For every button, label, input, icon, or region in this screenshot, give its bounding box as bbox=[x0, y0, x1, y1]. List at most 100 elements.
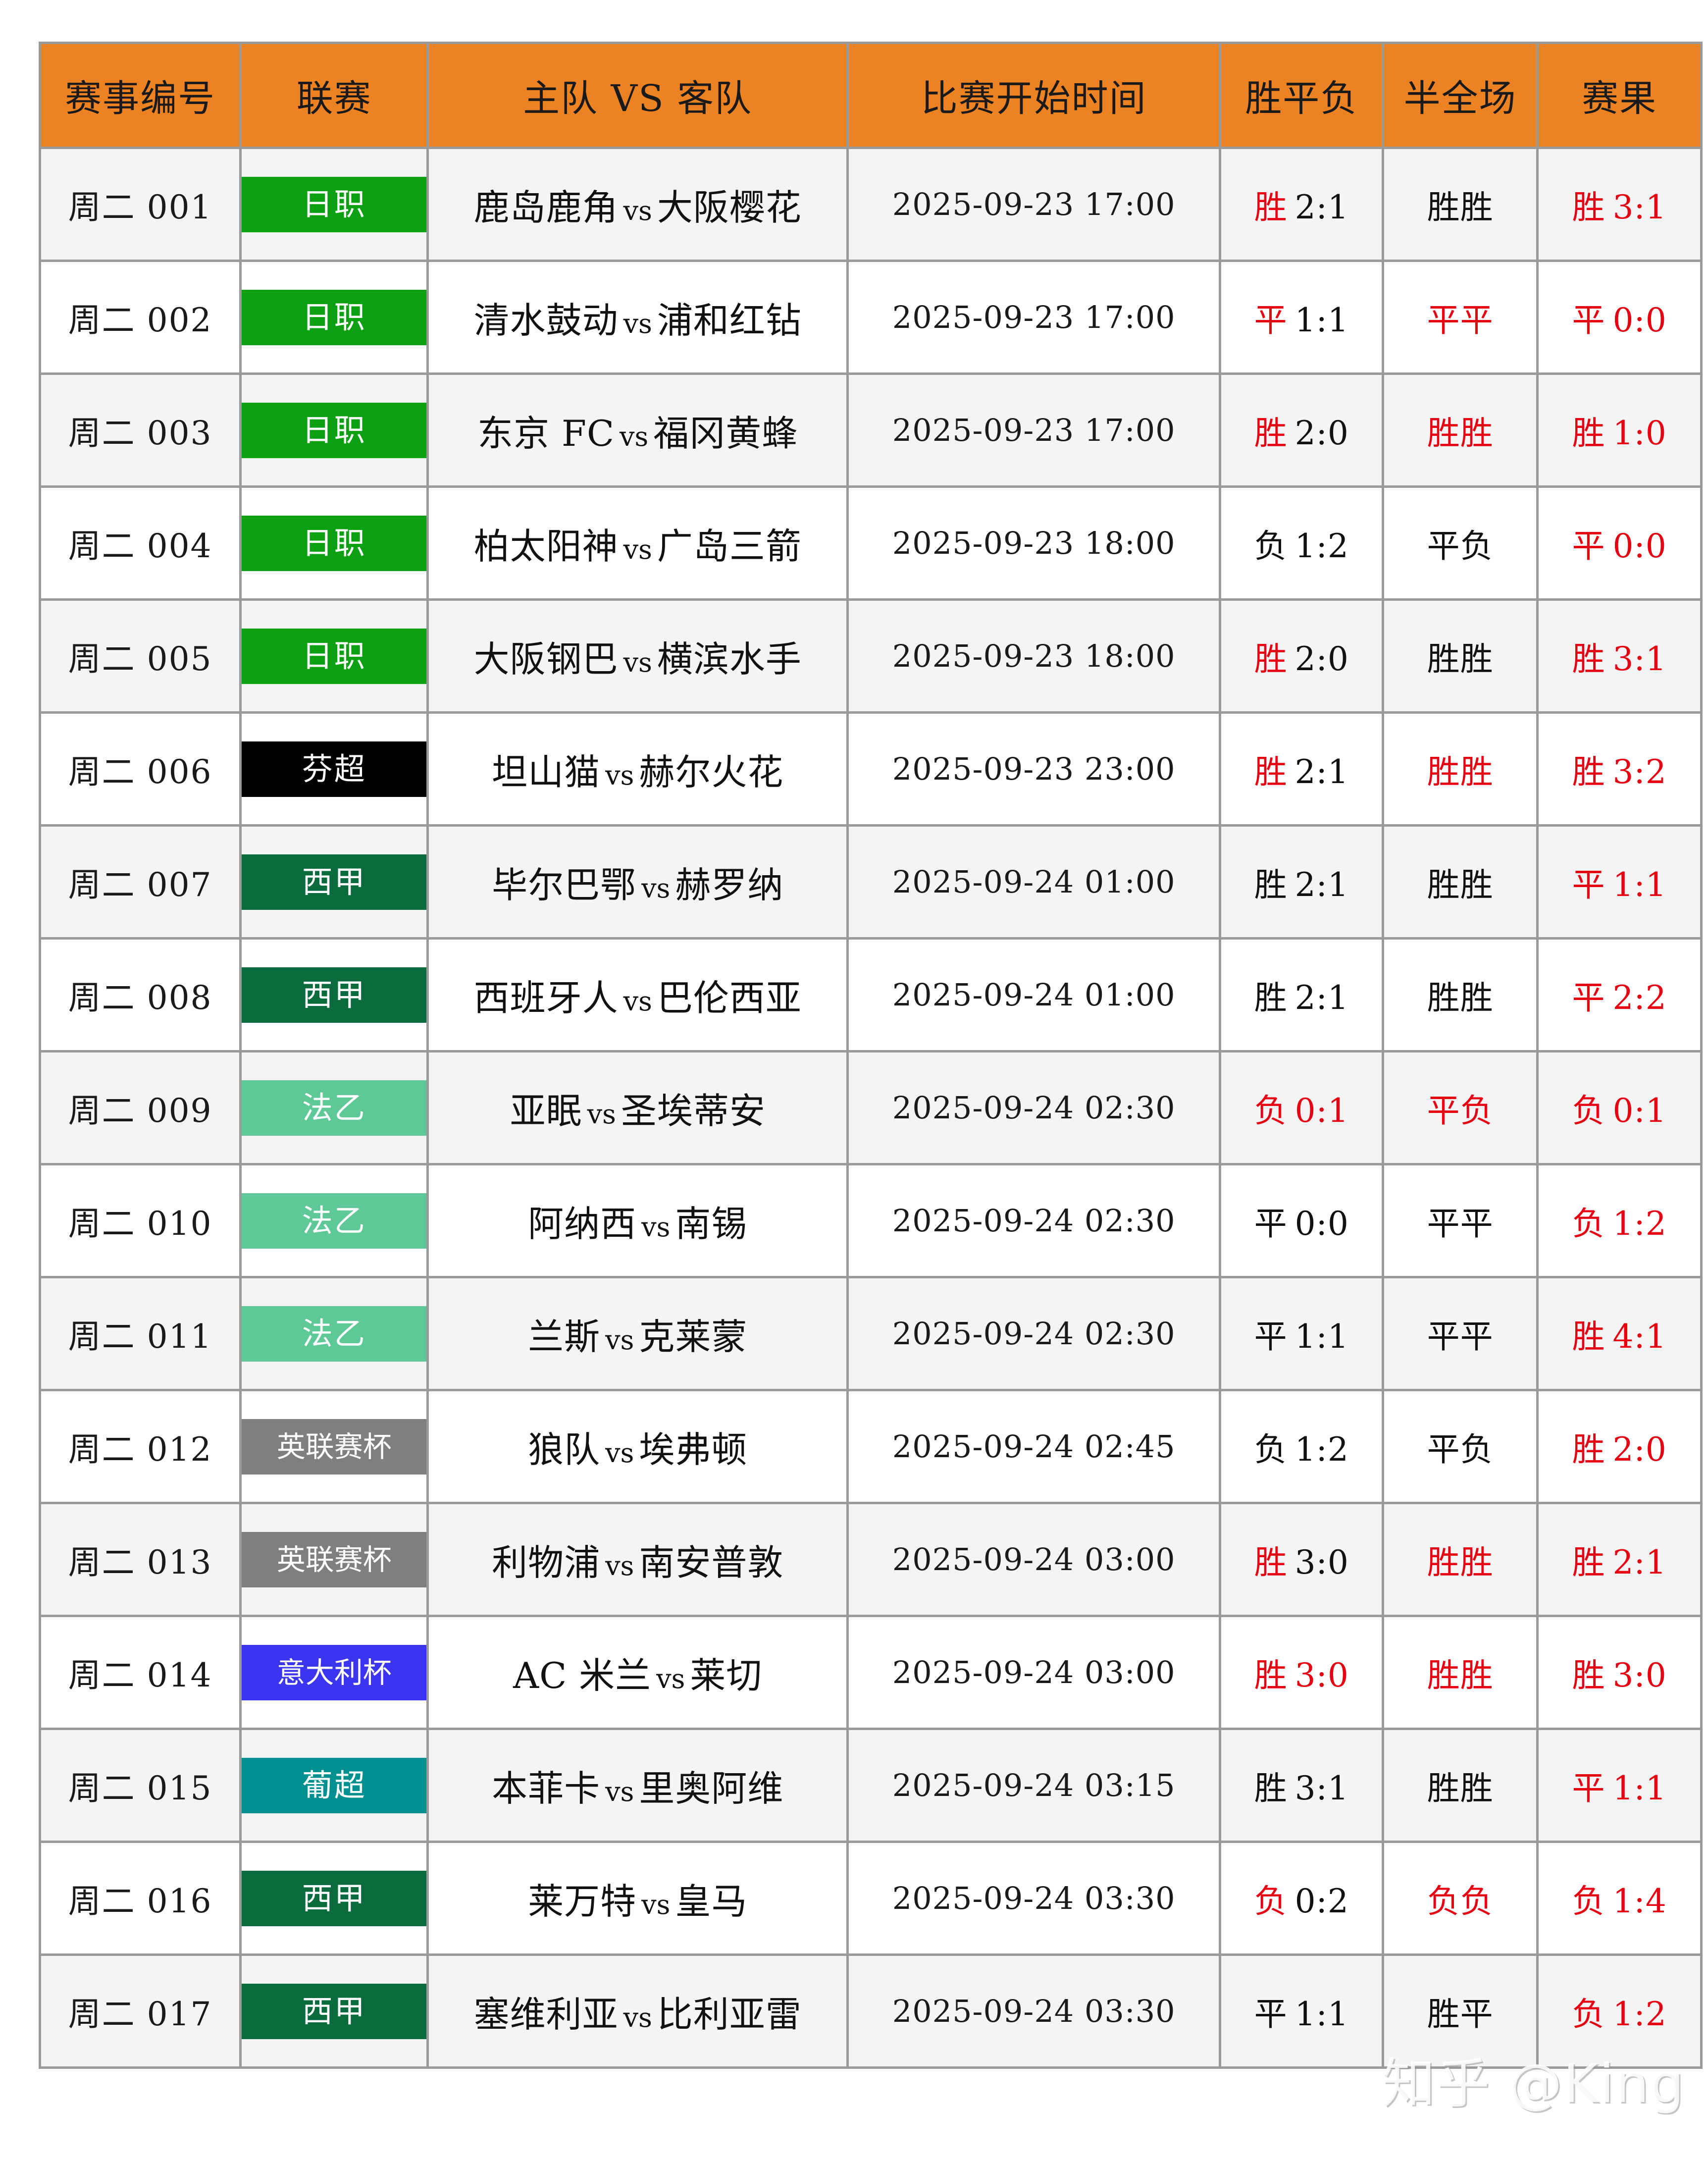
result-cell: 胜 1:0 bbox=[1536, 372, 1703, 488]
teams-cell: 坦山猫 vs 赫尔火花 bbox=[426, 711, 849, 827]
table-row: 周二 007 西甲 毕尔巴鄂 vs 赫罗纳 2025-09-24 01:00 胜 2:1 胜胜平… bbox=[38, 824, 1703, 940]
spf-mark: 负 bbox=[1254, 1091, 1289, 1130]
result-cell: 平 1:1 bbox=[1536, 824, 1703, 940]
result-mark: 胜 bbox=[1572, 414, 1607, 452]
teams-cell: 塞维利亚 vs 比利亚雷 bbox=[426, 1953, 849, 2069]
match-number-cell: 周二 013 bbox=[38, 1502, 242, 1617]
match-number-cell: 周二 004 bbox=[38, 485, 242, 601]
table-row: 周二 017 西甲 塞维利亚 vs 比利亚雷 2025-09-24 03:30 平 1:1 胜平… bbox=[38, 1953, 1703, 2069]
league-cell: 日职 bbox=[239, 598, 429, 714]
spf-mark: 胜 bbox=[1254, 188, 1289, 226]
home-team: 大阪钢巴 bbox=[473, 638, 619, 680]
home-team: 柏太阳神 bbox=[473, 526, 619, 567]
start-time-cell: 2025-09-23 18:00 bbox=[846, 598, 1222, 714]
table-row: 周二 010 法乙 阿纳西 vs 南锡 2025-09-24 02:30 平 0:0 平平负 1:… bbox=[38, 1163, 1703, 1278]
spf-score: 3:0 bbox=[1294, 1656, 1349, 1694]
start-time-cell: 2025-09-23 17:00 bbox=[846, 260, 1222, 375]
league-cell: 西甲 bbox=[239, 937, 429, 1053]
spf-cell: 负 1:2 bbox=[1219, 1389, 1385, 1504]
teams-cell: 阿纳西 vs 南锡 bbox=[426, 1163, 849, 1278]
result-mark: 胜 bbox=[1572, 639, 1607, 678]
vs-label: vs bbox=[605, 1324, 634, 1356]
home-team: 鹿岛鹿角 bbox=[473, 187, 619, 228]
result-score: 4:1 bbox=[1612, 1317, 1667, 1356]
away-team: 赫罗纳 bbox=[675, 864, 784, 906]
vs-label: vs bbox=[623, 2002, 652, 2033]
match-number-cell: 周二 001 bbox=[38, 147, 242, 262]
vs-label: vs bbox=[641, 1889, 671, 1920]
league-badge: 葡超 bbox=[242, 1757, 427, 1813]
spf-cell: 胜 2:1 bbox=[1219, 147, 1385, 262]
table-body: 周二 001 日职 鹿岛鹿角 vs 大阪樱花 2025-09-23 17:00 胜 2:1 胜胜… bbox=[38, 147, 1703, 2069]
result-cell: 胜 3:1 bbox=[1536, 598, 1703, 714]
away-team: 福冈黄蜂 bbox=[653, 413, 798, 454]
result-mark: 胜 bbox=[1572, 188, 1607, 226]
result-score: 0:1 bbox=[1612, 1091, 1667, 1130]
spf-mark: 平 bbox=[1254, 1995, 1289, 2033]
spf-score: 2:1 bbox=[1294, 752, 1349, 791]
league-badge: 芬超 bbox=[242, 741, 427, 797]
spf-mark: 平 bbox=[1254, 1317, 1289, 1356]
column-header-league: 联赛 bbox=[239, 42, 429, 149]
vs-label: vs bbox=[623, 986, 652, 1017]
vs-label: vs bbox=[623, 534, 652, 565]
match-number-cell: 周二 005 bbox=[38, 598, 242, 714]
result-mark: 负 bbox=[1572, 1204, 1607, 1243]
result-score: 2:1 bbox=[1612, 1543, 1667, 1581]
home-team: 亚眠 bbox=[510, 1090, 582, 1132]
table-row: 周二 002 日职 清水鼓动 vs 浦和红钻 2025-09-23 17:00 平 1:1 平平… bbox=[38, 260, 1703, 375]
half-full-cell: 胜胜 bbox=[1382, 147, 1539, 262]
half-full-cell: 平平 bbox=[1382, 260, 1539, 375]
spf-cell: 平 1:1 bbox=[1219, 1276, 1385, 1391]
match-number-cell: 周二 006 bbox=[38, 711, 242, 827]
start-time-cell: 2025-09-24 02:30 bbox=[846, 1163, 1222, 1278]
half-full-cell: 平负 bbox=[1382, 1050, 1539, 1165]
table-row: 周二 012 英联赛杯 狼队 vs 埃弗顿 2025-09-24 02:45 负 1:2 平负胜… bbox=[38, 1389, 1703, 1504]
match-number-cell: 周二 002 bbox=[38, 260, 242, 375]
result-mark: 负 bbox=[1572, 1091, 1607, 1130]
home-team: AC 米兰 bbox=[513, 1655, 652, 1696]
half-full-cell: 平平 bbox=[1382, 1163, 1539, 1278]
spf-cell: 胜 3:0 bbox=[1219, 1502, 1385, 1617]
spf-score: 3:1 bbox=[1294, 1769, 1349, 1807]
away-team: 巴伦西亚 bbox=[657, 977, 802, 1019]
table-header-row: 赛事编号 联赛 主队 VS 客队 比赛开始时间 胜平负 半全场 赛果 bbox=[38, 42, 1703, 149]
match-number-cell: 周二 011 bbox=[38, 1276, 242, 1391]
spf-mark: 胜 bbox=[1254, 639, 1289, 678]
away-team: 赫尔火花 bbox=[639, 751, 784, 793]
result-score: 1:4 bbox=[1612, 1882, 1667, 1920]
result-cell: 胜 3:2 bbox=[1536, 711, 1703, 827]
table-row: 周二 008 西甲 西班牙人 vs 巴伦西亚 2025-09-24 01:00 胜 2:1 胜胜… bbox=[38, 937, 1703, 1053]
start-time-cell: 2025-09-24 03:00 bbox=[846, 1615, 1222, 1730]
spf-cell: 负 0:1 bbox=[1219, 1050, 1385, 1165]
result-score: 1:2 bbox=[1612, 1995, 1667, 2033]
spf-score: 0:1 bbox=[1294, 1091, 1349, 1130]
result-cell: 平 0:0 bbox=[1536, 260, 1703, 375]
spf-mark: 平 bbox=[1254, 1204, 1289, 1243]
result-score: 3:1 bbox=[1612, 188, 1667, 226]
spf-score: 0:2 bbox=[1294, 1882, 1349, 1920]
home-team: 莱万特 bbox=[528, 1881, 637, 1922]
result-cell: 负 1:4 bbox=[1536, 1841, 1703, 1956]
match-number-cell: 周二 008 bbox=[38, 937, 242, 1053]
spf-score: 3:0 bbox=[1294, 1543, 1349, 1581]
half-full-cell: 胜胜 bbox=[1382, 1615, 1539, 1730]
table-row: 周二 006 芬超 坦山猫 vs 赫尔火花 2025-09-23 23:00 胜 2:1 胜胜胜… bbox=[38, 711, 1703, 827]
table-row: 周二 014 意大利杯 AC 米兰 vs 莱切 2025-09-24 03:00 胜 3:0 胜… bbox=[38, 1615, 1703, 1730]
vs-label: vs bbox=[641, 873, 671, 904]
league-cell: 葡超 bbox=[239, 1728, 429, 1843]
result-mark: 平 bbox=[1572, 1769, 1607, 1807]
away-team: 南安普敦 bbox=[639, 1542, 784, 1583]
result-mark: 平 bbox=[1572, 527, 1607, 565]
spf-score: 2:1 bbox=[1294, 978, 1349, 1017]
column-header-match-no: 赛事编号 bbox=[38, 42, 242, 149]
spf-cell: 平 1:1 bbox=[1219, 1953, 1385, 2069]
spf-cell: 胜 2:1 bbox=[1219, 711, 1385, 827]
home-team: 毕尔巴鄂 bbox=[492, 864, 637, 906]
league-cell: 西甲 bbox=[239, 1953, 429, 2069]
result-score: 1:1 bbox=[1612, 1769, 1667, 1807]
home-team: 塞维利亚 bbox=[473, 1994, 619, 2035]
match-number-cell: 周二 010 bbox=[38, 1163, 242, 1278]
start-time-cell: 2025-09-24 02:30 bbox=[846, 1276, 1222, 1391]
half-full-cell: 胜胜 bbox=[1382, 598, 1539, 714]
